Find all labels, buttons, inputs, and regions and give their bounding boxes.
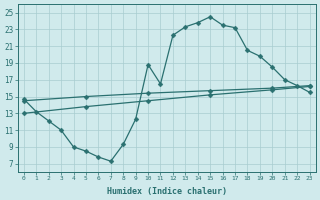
X-axis label: Humidex (Indice chaleur): Humidex (Indice chaleur) [107, 187, 227, 196]
